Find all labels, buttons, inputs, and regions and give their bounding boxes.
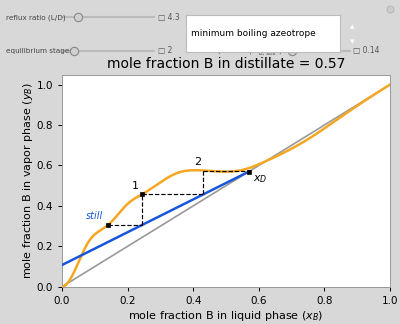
Text: equilibrium stages: equilibrium stages (6, 48, 73, 54)
Text: □ 0.14: □ 0.14 (353, 46, 379, 55)
Text: still composition (x: still composition (x (188, 48, 256, 54)
Text: still: still (86, 211, 103, 221)
Text: □ 4.3: □ 4.3 (158, 13, 180, 22)
Text: 1: 1 (132, 181, 138, 191)
Y-axis label: mole fraction B in vapor phase ($y_B$): mole fraction B in vapor phase ($y_B$) (21, 82, 35, 279)
Text: minimum boiling azeotrope: minimum boiling azeotrope (191, 29, 316, 38)
Text: ▴: ▴ (350, 22, 354, 31)
Text: ▾: ▾ (350, 38, 354, 47)
Text: $x_D$: $x_D$ (253, 174, 267, 185)
Text: □ 2: □ 2 (158, 46, 172, 55)
Text: 2: 2 (194, 157, 202, 167)
Text: ): ) (278, 48, 281, 54)
Text: B, still: B, still (259, 51, 276, 56)
Title: mole fraction B in distillate = 0.57: mole fraction B in distillate = 0.57 (107, 57, 345, 71)
X-axis label: mole fraction B in liquid phase ($x_B$): mole fraction B in liquid phase ($x_B$) (128, 308, 324, 323)
Text: reflux ratio (L/D): reflux ratio (L/D) (6, 14, 66, 21)
